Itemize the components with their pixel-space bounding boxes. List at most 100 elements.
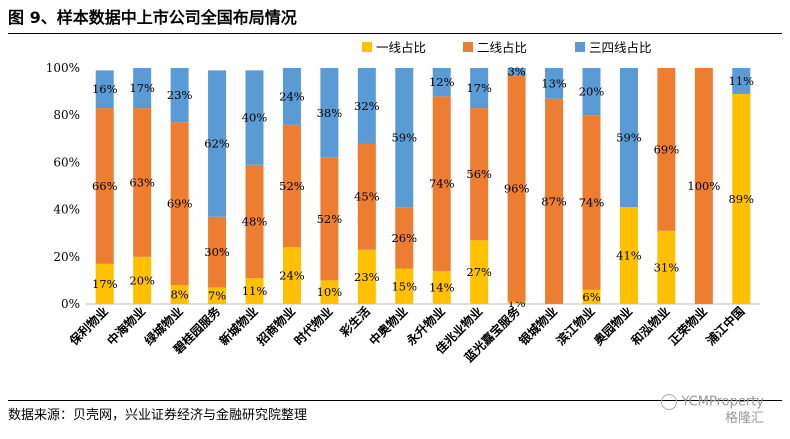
x-tick-label: 奥园物业: [591, 304, 636, 349]
data-label: 40%: [242, 111, 268, 125]
data-label: 52%: [279, 179, 305, 193]
bar-segment: [208, 216, 227, 288]
bar-segment: [619, 68, 638, 208]
x-tick-label: 新城物业: [216, 304, 261, 349]
bar-segment: [320, 157, 339, 281]
data-label: 10%: [317, 285, 343, 299]
x-tick-label: 招商物业: [254, 304, 299, 349]
data-label: 8%: [170, 288, 188, 302]
data-label: 45%: [354, 190, 380, 204]
data-label: 23%: [354, 270, 380, 284]
data-label: 38%: [317, 106, 343, 120]
data-label: 69%: [654, 142, 680, 156]
data-label: 26%: [391, 231, 417, 245]
data-label: 23%: [167, 88, 193, 102]
chart-title: 图 9、样本数据中上市公司全国布局情况: [8, 8, 297, 27]
data-label: 87%: [541, 194, 567, 208]
data-label: 31%: [654, 260, 680, 274]
y-tick-label: 40%: [53, 203, 80, 217]
data-source: 数据来源：贝壳网，兴业证券经济与金融研究院整理: [8, 408, 308, 423]
bar-segment: [245, 70, 264, 165]
data-label: 74%: [429, 177, 455, 191]
data-label: 17%: [466, 81, 492, 95]
bar-segment: [432, 270, 451, 304]
bar-segment: [282, 124, 301, 248]
data-label: 20%: [129, 273, 155, 287]
data-label: 89%: [728, 192, 754, 206]
bar-segment: [320, 68, 339, 158]
data-label: 96%: [504, 181, 530, 195]
data-label: 11%: [242, 284, 268, 298]
data-label: 41%: [616, 249, 642, 263]
bar-segment: [395, 68, 414, 208]
data-label: 100%: [687, 179, 720, 193]
data-label: 69%: [167, 197, 193, 211]
data-label: 24%: [279, 269, 305, 283]
data-label: 27%: [466, 265, 492, 279]
bar-segment: [170, 122, 189, 286]
y-tick-label: 100%: [46, 61, 80, 75]
watermark-sub: 格隆汇: [724, 410, 764, 426]
bar-segment: [657, 68, 676, 231]
data-label: 62%: [204, 137, 230, 151]
wechat-logo-icon: [661, 394, 678, 410]
data-label: 17%: [129, 81, 155, 95]
bar-segment: [282, 68, 301, 125]
data-label: 13%: [541, 76, 567, 90]
bar-segment: [357, 249, 376, 304]
bar-segment: [657, 230, 676, 304]
data-label: 3%: [507, 65, 525, 79]
bar-segment: [507, 75, 526, 302]
legend-label: 一线占比: [376, 40, 426, 55]
y-tick-label: 80%: [53, 108, 80, 122]
legend-swatch: [362, 42, 372, 52]
data-label: 48%: [242, 214, 268, 228]
bar-segment: [133, 68, 152, 109]
data-label: 52%: [317, 212, 343, 226]
data-label: 66%: [92, 179, 118, 193]
bar-segment: [732, 93, 751, 305]
bar-segment: [133, 256, 152, 304]
data-label: 11%: [728, 74, 754, 88]
bar-segment: [133, 108, 152, 257]
bar-segment: [582, 289, 601, 304]
bar-segment: [320, 280, 339, 304]
x-tick-label: 滨江物业: [553, 304, 598, 349]
bar-segment: [357, 68, 376, 144]
data-label: 30%: [204, 245, 230, 259]
y-tick-label: 60%: [53, 155, 80, 169]
bar-segment: [170, 68, 189, 123]
x-tick-label: 浦江中国: [703, 304, 748, 349]
y-tick-label: 0%: [61, 297, 80, 311]
data-label: 12%: [429, 75, 455, 89]
bar-segment: [582, 115, 601, 290]
title-divider: [8, 33, 782, 34]
x-tick-label: 时代物业: [291, 304, 336, 349]
data-label: 6%: [582, 290, 600, 304]
bar-segment: [545, 68, 564, 99]
x-tick-label: 中奥物业: [366, 304, 411, 349]
x-tick-label: 和泓物业: [627, 304, 672, 349]
bar-segment: [282, 247, 301, 304]
bar-segment: [95, 108, 114, 264]
bar-segment: [432, 96, 451, 271]
data-label: 59%: [391, 131, 417, 145]
bar-segment: [507, 301, 526, 304]
legend-label: 二线占比: [477, 40, 527, 55]
data-label: 74%: [579, 196, 605, 210]
data-label: 14%: [429, 280, 455, 294]
watermark: YCMProperty 格隆汇: [661, 394, 764, 427]
data-label: 56%: [466, 167, 492, 181]
footer-divider: [8, 400, 782, 401]
legend-swatch: [575, 42, 585, 52]
bar-segment: [470, 68, 489, 109]
y-tick-label: 20%: [53, 250, 80, 264]
data-label: 7%: [208, 289, 226, 303]
bar-segment: [470, 108, 489, 241]
data-label: 59%: [616, 131, 642, 145]
data-label: 63%: [129, 175, 155, 189]
bar-segment: [208, 287, 227, 304]
bar-segment: [470, 240, 489, 304]
data-label: 24%: [279, 89, 305, 103]
x-tick-label: 正荣物业: [665, 304, 710, 349]
